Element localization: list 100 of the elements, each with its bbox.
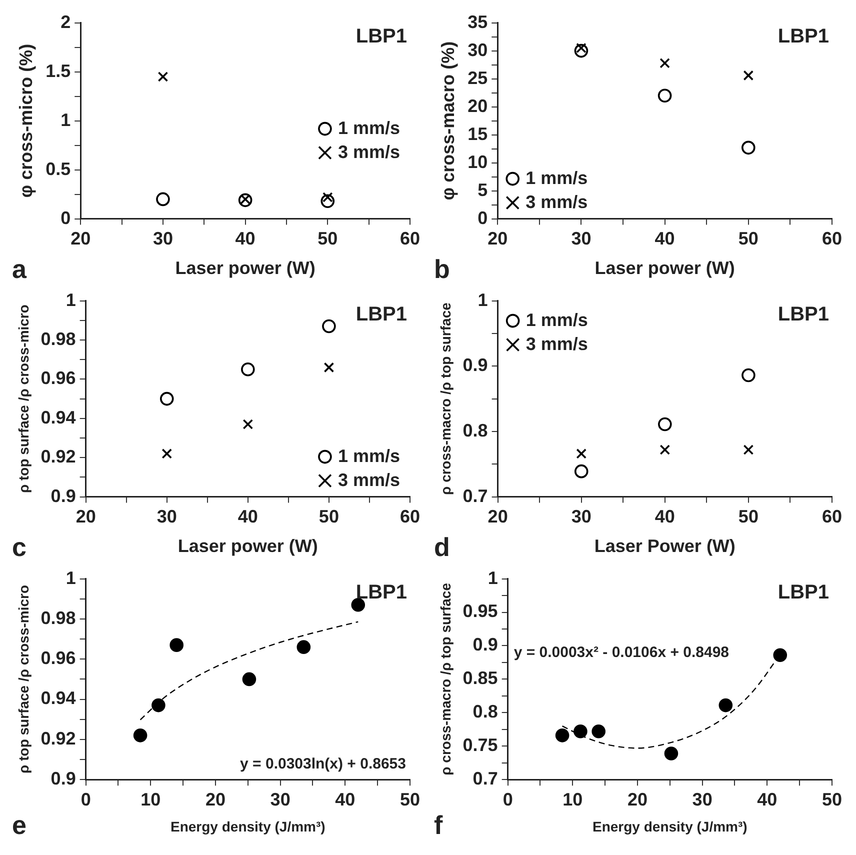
x-tick-label: 60 <box>400 228 420 249</box>
x-tick-label: 40 <box>335 789 356 810</box>
y-axis-title: φ cross-micro (%) <box>16 44 36 198</box>
point <box>170 638 184 652</box>
text: c <box>12 532 26 562</box>
legend-label: 3 mm/s <box>526 192 588 212</box>
text: e <box>12 810 26 840</box>
x-tick-label: 30 <box>692 789 712 810</box>
point <box>242 672 256 686</box>
x-tick-label: 50 <box>318 506 339 527</box>
x-tick-label: 30 <box>152 228 173 249</box>
point <box>574 44 588 58</box>
y-tick-label: 0.96 <box>40 648 76 668</box>
point <box>324 362 334 373</box>
point <box>133 728 148 742</box>
y-tick-label: 1.5 <box>46 60 71 81</box>
text: d <box>434 532 450 562</box>
x-tick-label: 10 <box>562 789 583 810</box>
text: b <box>434 254 450 284</box>
x-tick-label: 50 <box>400 789 420 810</box>
y-tick-label: 0.94 <box>40 688 76 708</box>
line-series <box>140 621 359 720</box>
y-tick-label: 1 <box>478 290 488 310</box>
y-axis-title: ρ cross-macro /ρ top surface <box>437 582 454 776</box>
x-tick-label: 0 <box>80 789 91 810</box>
point <box>592 724 606 738</box>
text: a <box>12 254 27 284</box>
y-tick-label: 0.8 <box>462 420 488 440</box>
legend-label: 3 mm/s <box>526 334 588 354</box>
x-tick-label: 50 <box>318 228 338 249</box>
point <box>658 417 672 432</box>
x-axis-title: Laser power (W) <box>175 258 316 278</box>
point <box>718 698 733 712</box>
y-tick-label: 35 <box>468 12 488 32</box>
point <box>296 640 311 654</box>
y-tick-label: 25 <box>468 68 488 88</box>
x-tick-label: 50 <box>738 228 758 249</box>
point <box>162 448 172 459</box>
y-tick-label: 0.75 <box>462 735 498 756</box>
x-tick-label: 60 <box>822 506 842 527</box>
point <box>574 724 588 738</box>
x-tick-label: 60 <box>400 506 420 527</box>
y-tick-label: 0.9 <box>50 768 76 789</box>
legend-label: 1 mm/s <box>526 168 588 188</box>
y-tick-label: 1 <box>488 568 498 588</box>
y-tick-label: 1 <box>66 290 76 310</box>
y-tick-label: 0.8 <box>472 702 498 722</box>
point <box>238 193 252 208</box>
y-tick-label: 30 <box>468 40 488 60</box>
legend-label: 3 mm/s <box>338 142 400 162</box>
x-tick-label: 50 <box>822 789 842 810</box>
y-tick-label: 0 <box>60 208 71 228</box>
point <box>320 194 335 208</box>
y-tick-label: 0.94 <box>40 407 76 428</box>
point <box>152 698 166 712</box>
x-tick-label: 30 <box>270 789 290 810</box>
point <box>743 444 754 455</box>
y-tick-label: 0.9 <box>472 634 498 655</box>
x-axis-title: Laser power (W) <box>594 258 735 278</box>
y-tick-label: 5 <box>478 180 488 200</box>
y-tick-label: 0.98 <box>40 608 76 628</box>
point <box>322 319 336 334</box>
y-tick-label: 0.7 <box>462 486 488 506</box>
point <box>743 70 754 81</box>
legend-label: 3 mm/s <box>338 470 400 490</box>
y-axis-title: φ cross-macro (%) <box>438 41 458 200</box>
y-tick-label: 15 <box>468 124 488 144</box>
point <box>242 419 254 430</box>
y-axis-title: ρ top surface /ρ cross-micro <box>15 584 32 774</box>
annotation: y = 0.0003x² - 0.0106x + 0.8498 <box>514 644 730 662</box>
x-tick-label: 20 <box>205 789 226 810</box>
point <box>664 746 678 760</box>
legend-label: 1 mm/s <box>338 118 400 138</box>
annotation: LBP1 <box>356 303 407 326</box>
annotation: LBP1 <box>356 25 407 48</box>
text: f <box>434 810 443 840</box>
y-tick-label: 2 <box>60 12 71 32</box>
x-tick-label: 40 <box>757 789 778 810</box>
legend-label: 1 mm/s <box>526 310 588 330</box>
legend-label: 1 mm/s <box>338 446 400 466</box>
x-axis-title: Energy density (J/mm³) <box>170 818 326 834</box>
annotation: LBP1 <box>356 581 407 604</box>
x-axis-title: Energy density (J/mm³) <box>592 818 748 834</box>
y-tick-label: 0.92 <box>40 446 76 467</box>
point <box>658 88 672 102</box>
point <box>156 192 170 206</box>
y-tick-label: 0.95 <box>462 601 498 622</box>
point <box>742 140 756 155</box>
point <box>576 448 587 459</box>
x-tick-label: 20 <box>627 789 648 810</box>
annotation: LBP1 <box>778 303 829 326</box>
x-axis-title: Laser power (W) <box>178 536 318 556</box>
x-tick-label: 60 <box>822 228 842 249</box>
y-tick-label: 0.85 <box>462 668 498 688</box>
annotation: y = 0.0303ln(x) + 0.8653 <box>240 756 406 773</box>
y-tick-label: 0.96 <box>40 368 76 388</box>
point <box>351 598 366 612</box>
point <box>555 728 570 742</box>
y-tick-label: 0.98 <box>40 328 76 349</box>
x-tick-label: 40 <box>654 228 675 249</box>
